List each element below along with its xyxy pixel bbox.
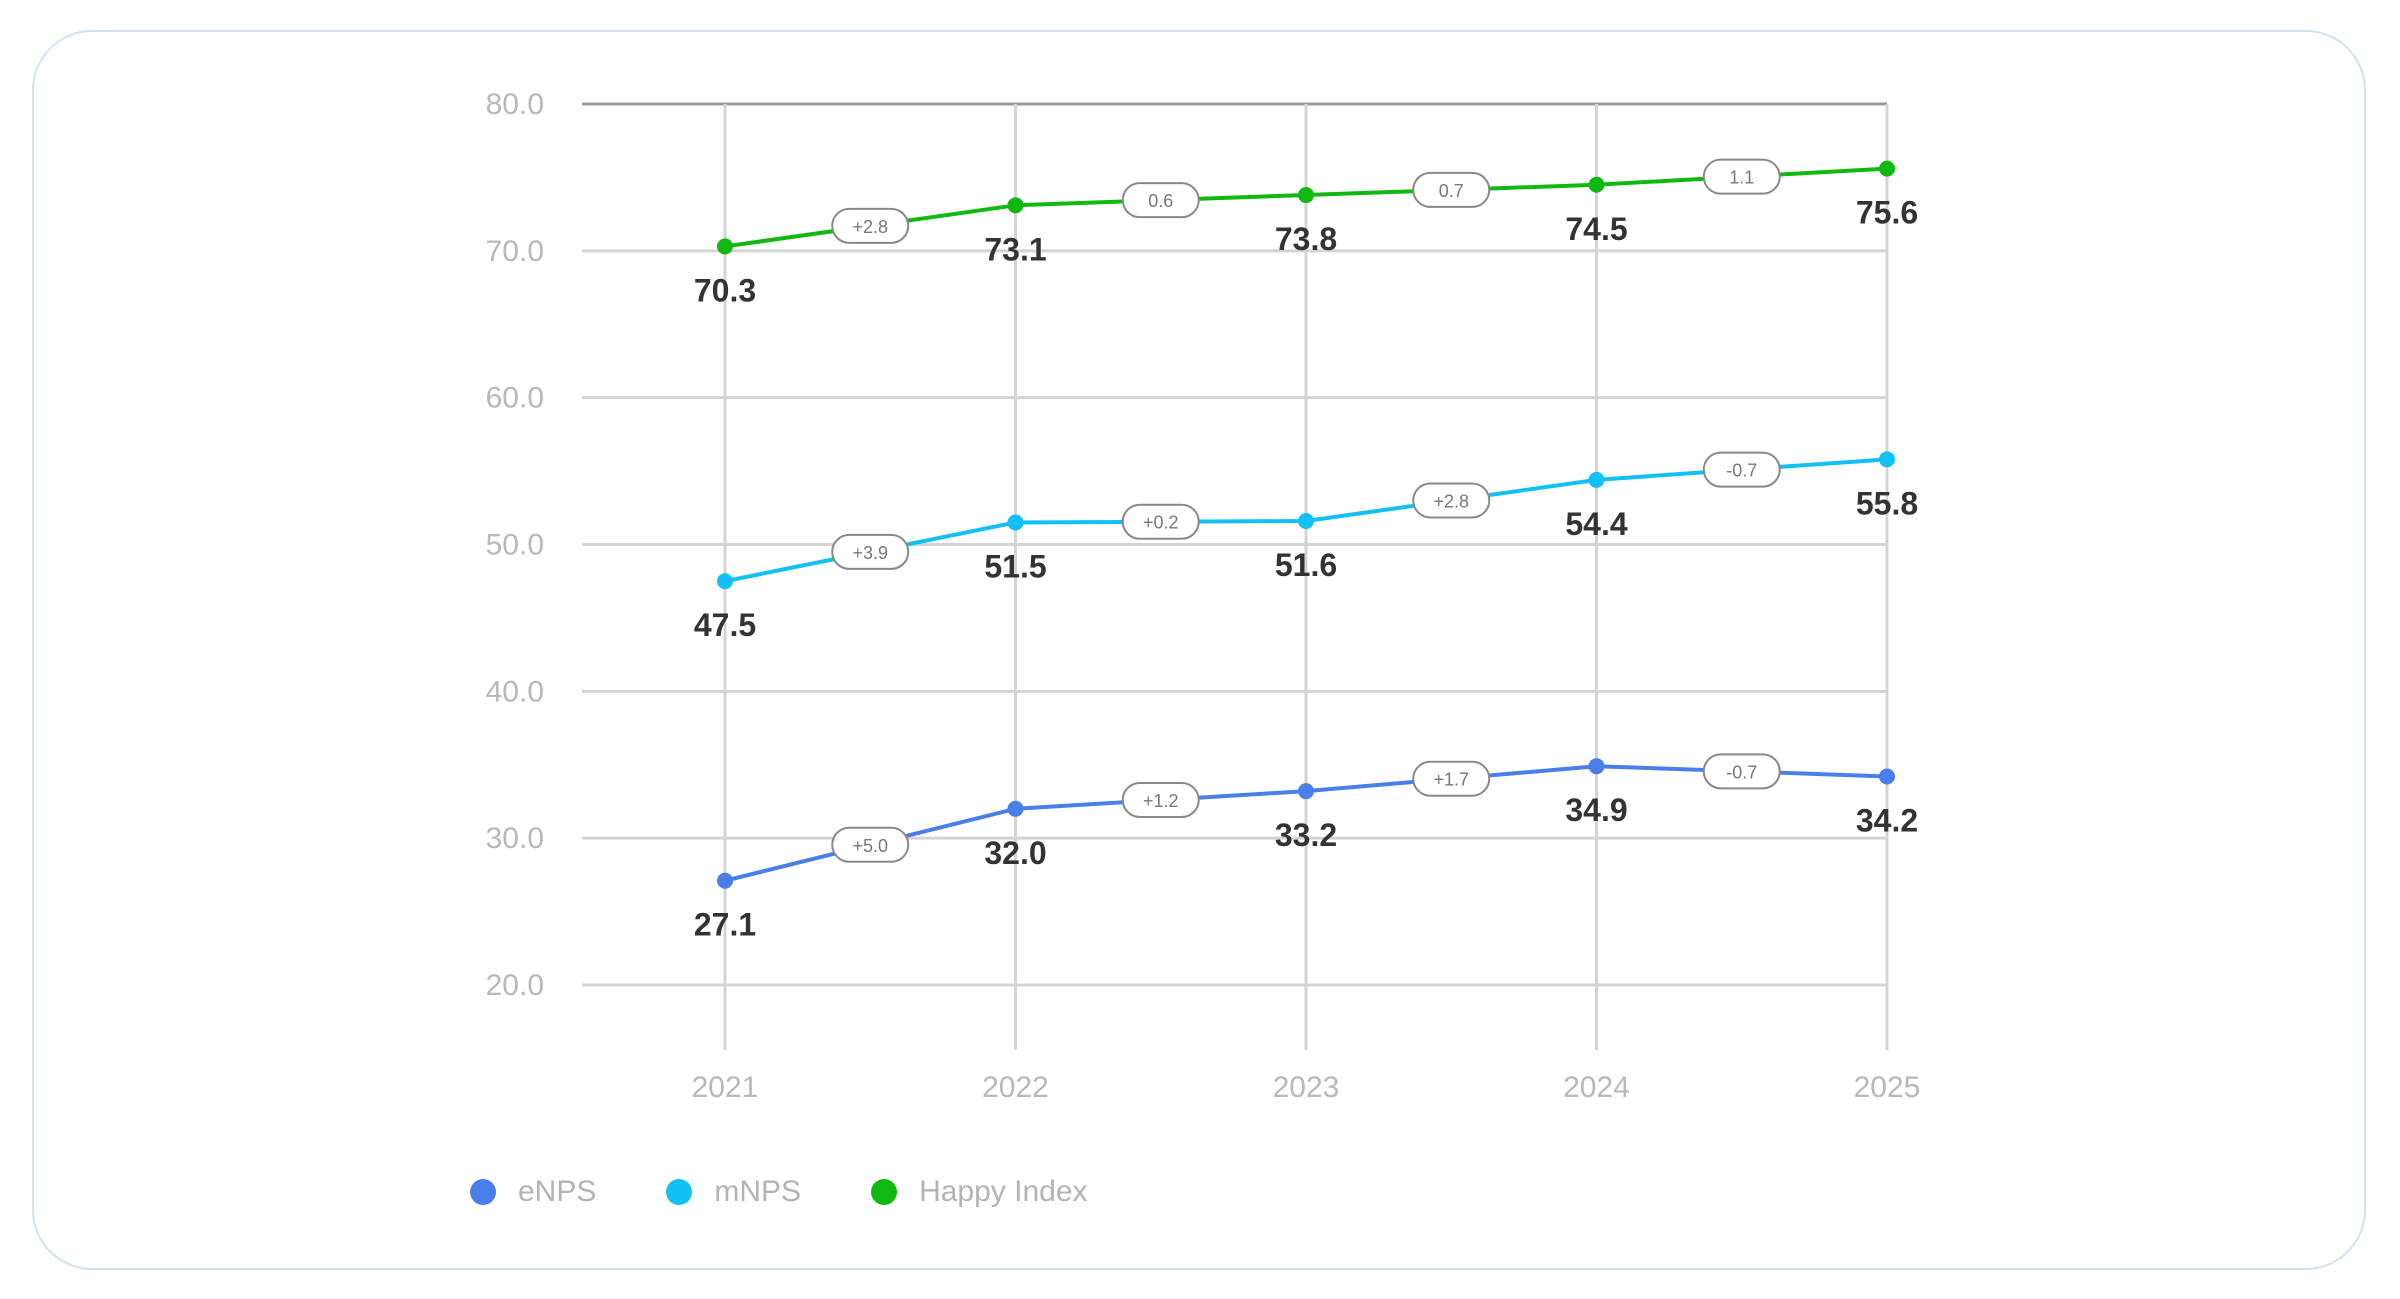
data-point	[1298, 513, 1314, 530]
data-label: 51.5	[984, 548, 1046, 584]
data-label: 27.1	[694, 907, 756, 943]
legend-item-enps[interactable]: eNPS	[470, 1175, 596, 1209]
y-tick-label: 60.0	[486, 382, 544, 415]
delta-label: 0.6	[1148, 191, 1173, 211]
y-tick-label: 30.0	[486, 822, 544, 855]
delta-pill	[1412, 482, 1491, 519]
y-tick-label: 50.0	[486, 529, 544, 562]
delta-label: 1.1	[1729, 168, 1754, 188]
delta-pill	[831, 533, 910, 570]
delta-pill	[831, 207, 910, 244]
legend-item-mnps[interactable]: mNPS	[666, 1175, 801, 1209]
data-point	[1298, 783, 1314, 800]
x-tick-label: 2022	[982, 1071, 1049, 1104]
data-label: 34.2	[1856, 802, 1918, 838]
delta-pill	[1702, 451, 1781, 488]
legend-label: mNPS	[714, 1175, 802, 1208]
data-point	[717, 238, 733, 255]
x-tick-label: 2024	[1563, 1071, 1630, 1104]
delta-label: +2.8	[852, 217, 888, 237]
delta-label: +3.9	[852, 543, 888, 563]
data-point	[1879, 768, 1895, 785]
data-point	[1588, 471, 1605, 488]
mnps-dot-icon	[666, 1179, 693, 1205]
data-label: 73.8	[1275, 221, 1337, 257]
data-point	[717, 872, 733, 889]
data-label: 34.9	[1565, 792, 1627, 828]
delta-pill	[1702, 753, 1781, 790]
happy-index-dot-icon	[871, 1179, 898, 1205]
data-label: 51.6	[1275, 547, 1337, 583]
x-tick-label: 2025	[1854, 1071, 1921, 1104]
delta-pill	[1702, 158, 1781, 195]
delta-label: 0.7	[1439, 181, 1464, 201]
delta-pill	[1412, 760, 1491, 797]
y-tick-label: 20.0	[486, 969, 544, 1002]
legend-label: eNPS	[518, 1175, 597, 1208]
delta-pill	[1412, 171, 1491, 208]
x-tick-label: 2021	[692, 1071, 759, 1104]
data-label: 32.0	[984, 835, 1046, 871]
legend: eNPS mNPS Happy Index	[470, 1175, 1158, 1209]
delta-pill	[1121, 781, 1200, 818]
data-label: 33.2	[1275, 817, 1337, 853]
delta-label: +1.7	[1433, 770, 1469, 790]
legend-label: Happy Index	[919, 1175, 1088, 1208]
data-label: 54.4	[1565, 506, 1627, 542]
data-point	[1007, 197, 1024, 214]
chart-card	[32, 30, 2366, 1270]
delta-label: -0.7	[1726, 461, 1757, 481]
data-label: 73.1	[984, 231, 1046, 267]
data-point	[717, 573, 733, 590]
data-point	[1298, 187, 1314, 204]
y-tick-label: 80.0	[486, 88, 544, 121]
delta-label: +2.8	[1433, 491, 1469, 511]
data-label: 47.5	[694, 607, 756, 643]
x-tick-label: 2023	[1273, 1071, 1340, 1104]
delta-label: +1.2	[1143, 791, 1179, 811]
data-point	[1879, 451, 1895, 468]
y-tick-label: 40.0	[486, 675, 544, 708]
enps-dot-icon	[470, 1179, 496, 1205]
data-point	[1879, 160, 1895, 177]
data-point	[1588, 758, 1605, 775]
data-point	[1588, 176, 1605, 193]
data-label: 55.8	[1856, 485, 1918, 521]
y-tick-label: 70.0	[486, 235, 544, 268]
delta-label: -0.7	[1726, 762, 1757, 782]
data-point	[1007, 800, 1024, 817]
data-label: 75.6	[1856, 195, 1918, 231]
data-point	[1007, 514, 1024, 531]
delta-pill	[1121, 182, 1200, 219]
data-label: 70.3	[694, 272, 756, 308]
delta-label: +5.0	[852, 836, 888, 856]
delta-pill	[831, 826, 910, 863]
delta-pill	[1121, 503, 1200, 540]
data-label: 74.5	[1565, 211, 1627, 247]
legend-item-happy-index[interactable]: Happy Index	[871, 1175, 1088, 1209]
delta-label: +0.2	[1143, 513, 1179, 533]
